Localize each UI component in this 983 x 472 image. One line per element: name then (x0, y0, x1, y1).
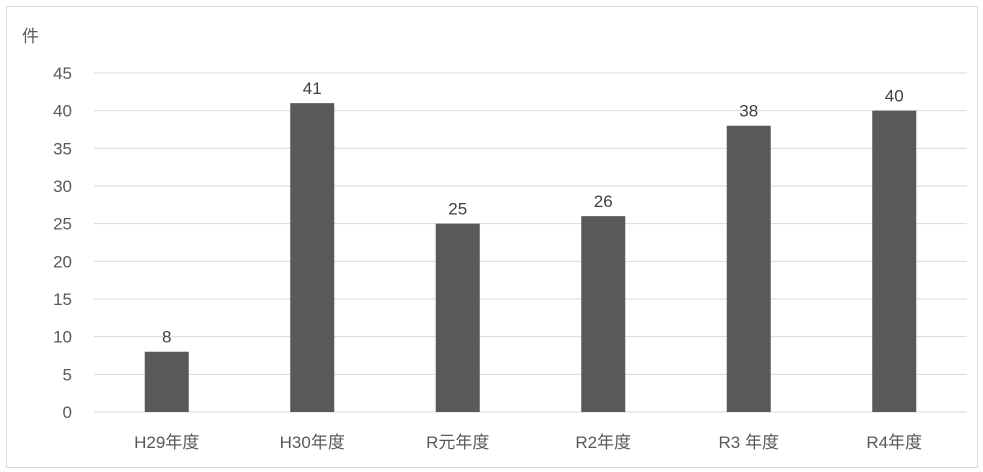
bar (726, 125, 771, 412)
data-label: 40 (885, 87, 904, 106)
y-tick-label: 20 (53, 252, 72, 271)
data-labels: 8 41 25 26 38 40 (162, 79, 904, 347)
y-axis-ticks: 0 5 10 15 20 25 30 35 40 45 (53, 64, 72, 422)
y-tick-label: 25 (53, 215, 72, 234)
y-tick-label: 35 (53, 139, 72, 158)
data-label: 38 (739, 102, 758, 121)
x-tick-label: R2年度 (575, 433, 631, 452)
data-label: 8 (162, 328, 171, 347)
data-label: 25 (448, 200, 467, 219)
bar (872, 110, 917, 413)
data-label: 26 (594, 192, 613, 211)
data-label: 41 (303, 79, 322, 98)
gridlines (94, 72, 967, 413)
bar (435, 223, 480, 412)
x-tick-label: R4年度 (866, 433, 922, 452)
x-tick-label: H29年度 (134, 433, 199, 452)
x-tick-label: R元年度 (426, 433, 489, 452)
y-tick-label: 5 (63, 365, 72, 384)
x-tick-label: H30年度 (280, 433, 345, 452)
y-tick-label: 10 (53, 328, 72, 347)
bar (290, 103, 335, 412)
y-tick-label: 0 (63, 403, 72, 422)
x-tick-label: R3 年度 (719, 433, 779, 452)
bar (581, 216, 626, 412)
y-tick-label: 45 (53, 64, 72, 83)
x-axis-categories: H29年度 H30年度 R元年度 R2年度 R3 年度 R4年度 (134, 433, 922, 452)
y-tick-label: 40 (53, 102, 72, 121)
y-tick-label: 30 (53, 177, 72, 196)
bar (144, 351, 189, 412)
y-tick-label: 15 (53, 290, 72, 309)
bars (144, 103, 917, 413)
y-axis-unit-label: 件 (22, 27, 39, 46)
